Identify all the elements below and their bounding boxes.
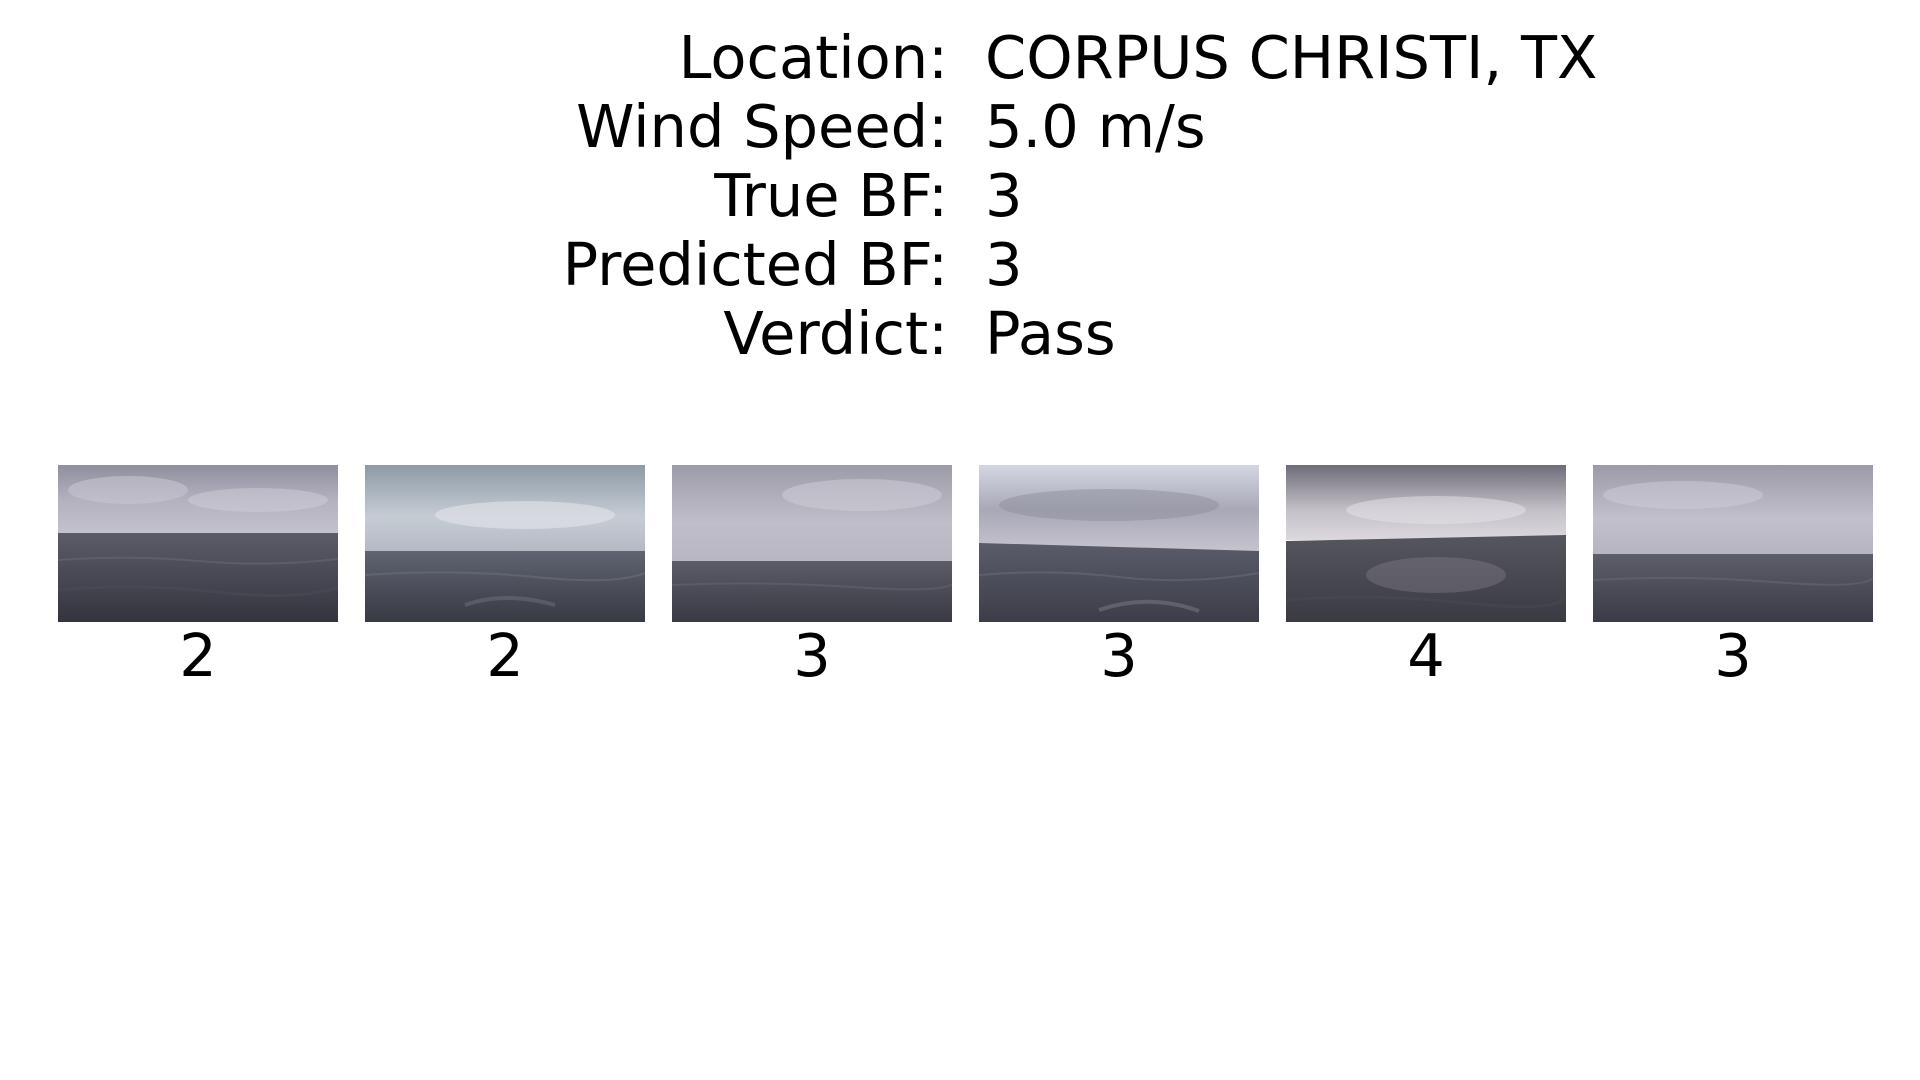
info-row-predicted-bf: Predicted BF: 3 xyxy=(0,231,1920,299)
predicted-bf-value: 3 xyxy=(985,230,1023,299)
frame-label-1: 2 xyxy=(179,621,217,690)
true-bf-value: 3 xyxy=(985,161,1023,230)
sea-photo-4 xyxy=(979,465,1259,622)
info-row-true-bf: True BF: 3 xyxy=(0,162,1920,230)
frame-label-4: 3 xyxy=(1100,621,1138,690)
wind-speed-value: 5.0 m/s xyxy=(985,92,1206,161)
frame-label-6: 3 xyxy=(1714,621,1752,690)
predicted-bf-label: Predicted BF: xyxy=(562,230,948,299)
sea-photo-5 xyxy=(1286,465,1566,622)
location-label: Location: xyxy=(678,23,948,92)
sea-photo-6 xyxy=(1593,465,1873,622)
true-bf-label: True BF: xyxy=(714,161,948,230)
frame-label-3: 3 xyxy=(793,621,831,690)
info-row-verdict: Verdict: Pass xyxy=(0,300,1920,368)
frame-label-2: 2 xyxy=(486,621,524,690)
frame-label-5: 4 xyxy=(1407,621,1445,690)
info-row-location: Location: CORPUS CHRISTI, TX xyxy=(0,24,1920,92)
info-row-wind-speed: Wind Speed: 5.0 m/s xyxy=(0,93,1920,161)
sea-photo-3 xyxy=(672,465,952,622)
sea-photo-2 xyxy=(365,465,645,622)
sea-photo-1 xyxy=(58,465,338,622)
verdict-value: Pass xyxy=(985,299,1116,368)
location-value: CORPUS CHRISTI, TX xyxy=(985,23,1598,92)
wind-speed-label: Wind Speed: xyxy=(576,92,948,161)
verdict-label: Verdict: xyxy=(723,299,948,368)
